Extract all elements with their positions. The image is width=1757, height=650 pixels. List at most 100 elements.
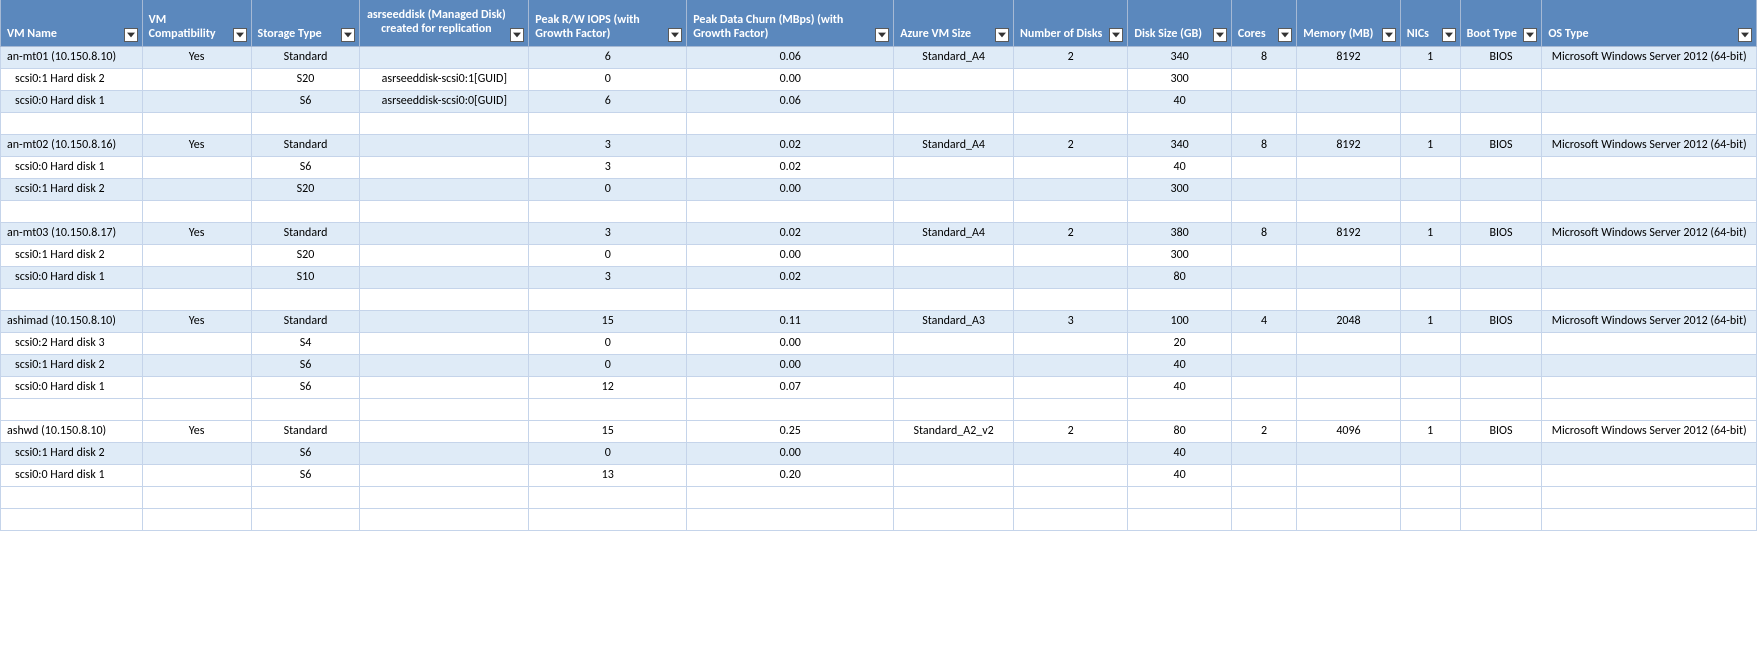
cell-peak_iops[interactable]: 0 xyxy=(529,354,687,376)
cell-cores[interactable] xyxy=(1231,354,1296,376)
cell-os_type[interactable] xyxy=(1542,156,1757,178)
filter-dropdown-icon[interactable] xyxy=(1109,28,1123,42)
cell-num_disks[interactable]: 2 xyxy=(1014,420,1128,442)
column-header-nics[interactable]: NICs xyxy=(1400,0,1460,46)
cell-storage_type[interactable]: Standard xyxy=(251,46,360,68)
cell-peak_iops[interactable]: 3 xyxy=(529,134,687,156)
cell-num_disks[interactable] xyxy=(1014,464,1128,486)
cell-asrseeddisk[interactable]: asrseeddisk-scsi0:1[GUID] xyxy=(360,68,529,90)
cell-boot_type[interactable] xyxy=(1460,266,1542,288)
cell-memory[interactable] xyxy=(1297,332,1400,354)
cell-peak_iops[interactable]: 3 xyxy=(529,222,687,244)
cell-boot_type[interactable]: BIOS xyxy=(1460,134,1542,156)
cell-memory[interactable] xyxy=(1297,178,1400,200)
cell-vm_compat[interactable]: Yes xyxy=(142,46,251,68)
filter-dropdown-icon[interactable] xyxy=(124,28,138,42)
cell-peak_iops[interactable] xyxy=(529,508,687,530)
cell-azure_vm_size[interactable] xyxy=(894,156,1014,178)
cell-asrseeddisk[interactable]: asrseeddisk-scsi0:0[GUID] xyxy=(360,90,529,112)
cell-nics[interactable] xyxy=(1400,508,1460,530)
cell-asrseeddisk[interactable] xyxy=(360,156,529,178)
cell-peak_churn[interactable]: 0.02 xyxy=(687,222,894,244)
cell-peak_iops[interactable]: 0 xyxy=(529,442,687,464)
column-header-cores[interactable]: Cores xyxy=(1231,0,1296,46)
column-header-peak_iops[interactable]: Peak R/W IOPS (with Growth Factor) xyxy=(529,0,687,46)
cell-cores[interactable]: 2 xyxy=(1231,420,1296,442)
cell-peak_iops[interactable]: 15 xyxy=(529,310,687,332)
cell-asrseeddisk[interactable] xyxy=(360,464,529,486)
cell-vm_compat[interactable] xyxy=(142,464,251,486)
cell-boot_type[interactable]: BIOS xyxy=(1460,46,1542,68)
cell-vm_name[interactable]: an-mt01 (10.150.8.10) xyxy=(1,46,143,68)
cell-os_type[interactable]: Microsoft Windows Server 2012 (64-bit) xyxy=(1542,46,1757,68)
cell-memory[interactable] xyxy=(1297,376,1400,398)
cell-num_disks[interactable]: 3 xyxy=(1014,310,1128,332)
column-header-memory[interactable]: Memory (MB) xyxy=(1297,0,1400,46)
filter-dropdown-icon[interactable] xyxy=(875,28,889,42)
cell-nics[interactable] xyxy=(1400,68,1460,90)
cell-disk_size[interactable]: 80 xyxy=(1128,266,1231,288)
cell-os_type[interactable] xyxy=(1542,90,1757,112)
cell-peak_churn[interactable]: 0.07 xyxy=(687,376,894,398)
cell-nics[interactable] xyxy=(1400,442,1460,464)
cell-os_type[interactable]: Microsoft Windows Server 2012 (64-bit) xyxy=(1542,420,1757,442)
cell-nics[interactable] xyxy=(1400,244,1460,266)
cell-os_type[interactable] xyxy=(1542,376,1757,398)
cell-peak_churn[interactable]: 0.20 xyxy=(687,464,894,486)
cell-storage_type[interactable]: S6 xyxy=(251,376,360,398)
cell-num_disks[interactable]: 2 xyxy=(1014,222,1128,244)
cell-disk_size[interactable]: 300 xyxy=(1128,244,1231,266)
cell-azure_vm_size[interactable]: Standard_A3 xyxy=(894,310,1014,332)
cell-boot_type[interactable]: BIOS xyxy=(1460,420,1542,442)
cell-cores[interactable] xyxy=(1231,266,1296,288)
cell-azure_vm_size[interactable] xyxy=(894,90,1014,112)
cell-memory[interactable] xyxy=(1297,442,1400,464)
cell-cores[interactable] xyxy=(1231,90,1296,112)
cell-vm_name[interactable]: scsi0:0 Hard disk 1 xyxy=(1,156,143,178)
cell-cores[interactable] xyxy=(1231,376,1296,398)
cell-vm_name[interactable]: scsi0:1 Hard disk 2 xyxy=(1,354,143,376)
cell-peak_churn[interactable]: 0.00 xyxy=(687,244,894,266)
cell-disk_size[interactable]: 40 xyxy=(1128,464,1231,486)
cell-vm_compat[interactable] xyxy=(142,508,251,530)
cell-nics[interactable]: 1 xyxy=(1400,420,1460,442)
cell-peak_iops[interactable]: 13 xyxy=(529,464,687,486)
cell-cores[interactable] xyxy=(1231,244,1296,266)
cell-num_disks[interactable] xyxy=(1014,354,1128,376)
cell-vm_compat[interactable] xyxy=(142,354,251,376)
cell-storage_type[interactable]: S6 xyxy=(251,156,360,178)
cell-nics[interactable] xyxy=(1400,376,1460,398)
cell-disk_size[interactable]: 40 xyxy=(1128,156,1231,178)
cell-os_type[interactable]: Microsoft Windows Server 2012 (64-bit) xyxy=(1542,134,1757,156)
cell-num_disks[interactable] xyxy=(1014,68,1128,90)
cell-disk_size[interactable]: 300 xyxy=(1128,178,1231,200)
cell-num_disks[interactable] xyxy=(1014,266,1128,288)
cell-storage_type[interactable]: Standard xyxy=(251,420,360,442)
cell-peak_churn[interactable]: 0.02 xyxy=(687,134,894,156)
cell-os_type[interactable] xyxy=(1542,508,1757,530)
cell-vm_name[interactable]: scsi0:0 Hard disk 1 xyxy=(1,464,143,486)
cell-vm_name[interactable]: scsi0:1 Hard disk 2 xyxy=(1,68,143,90)
cell-storage_type[interactable]: S6 xyxy=(251,354,360,376)
cell-vm_compat[interactable]: Yes xyxy=(142,420,251,442)
cell-boot_type[interactable] xyxy=(1460,68,1542,90)
cell-peak_iops[interactable]: 12 xyxy=(529,376,687,398)
cell-peak_iops[interactable]: 6 xyxy=(529,90,687,112)
cell-storage_type[interactable]: S20 xyxy=(251,68,360,90)
column-header-os_type[interactable]: OS Type xyxy=(1542,0,1757,46)
filter-dropdown-icon[interactable] xyxy=(1213,28,1227,42)
column-header-peak_churn[interactable]: Peak Data Churn (MBps) (with Growth Fact… xyxy=(687,0,894,46)
cell-boot_type[interactable] xyxy=(1460,244,1542,266)
cell-disk_size[interactable]: 100 xyxy=(1128,310,1231,332)
cell-cores[interactable] xyxy=(1231,508,1296,530)
cell-storage_type[interactable]: S6 xyxy=(251,442,360,464)
cell-cores[interactable] xyxy=(1231,178,1296,200)
cell-nics[interactable] xyxy=(1400,156,1460,178)
cell-num_disks[interactable]: 2 xyxy=(1014,46,1128,68)
filter-dropdown-icon[interactable] xyxy=(995,28,1009,42)
cell-vm_compat[interactable] xyxy=(142,178,251,200)
cell-boot_type[interactable] xyxy=(1460,332,1542,354)
cell-asrseeddisk[interactable] xyxy=(360,420,529,442)
cell-memory[interactable] xyxy=(1297,156,1400,178)
cell-peak_churn[interactable]: 0.06 xyxy=(687,90,894,112)
